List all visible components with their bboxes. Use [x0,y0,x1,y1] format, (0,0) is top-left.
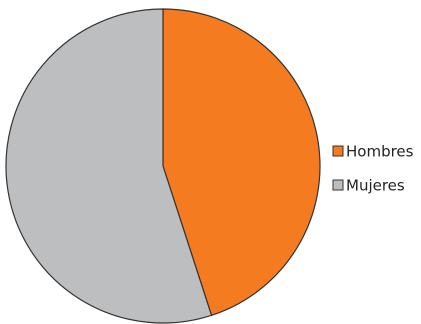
legend-label: Hombres [346,143,414,161]
pie-slice [162,8,321,317]
pie-slice [5,8,213,324]
legend-swatch [332,179,344,191]
legend-swatch [332,145,344,157]
legend-label: Mujeres [346,177,405,195]
